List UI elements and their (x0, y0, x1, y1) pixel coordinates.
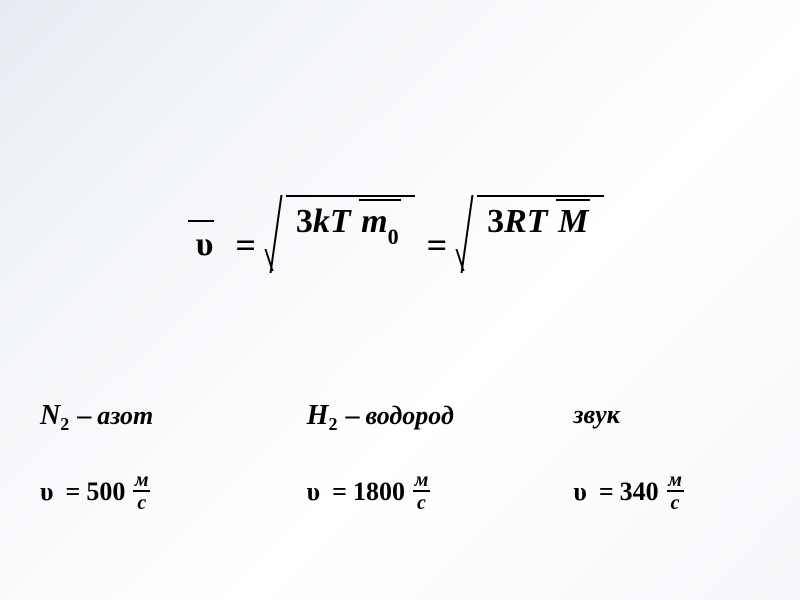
nitrogen-subscript: 2 (60, 414, 69, 435)
case-nitrogen: N 2 – азот υ = 500 м с (0, 400, 267, 513)
case-hydrogen: H 2 – водород υ = 1800 м с (267, 400, 534, 513)
unit-num: м (668, 470, 682, 490)
hydrogen-word: водород (365, 401, 453, 431)
hydrogen-value-row: υ = 1800 м с (307, 470, 534, 513)
nitrogen-word: азот (97, 401, 153, 431)
hydrogen-dash: – (345, 400, 359, 432)
equals-1: = (235, 224, 256, 266)
nitrogen-eq: = (66, 477, 81, 507)
nitrogen-symbol: N (40, 400, 60, 432)
numerator-2: 3RT (487, 203, 556, 240)
equals-2: = (427, 224, 448, 266)
examples-row: N 2 – азот υ = 500 м с H 2 – водород (0, 400, 800, 513)
hydrogen-symbol: H (307, 400, 329, 432)
sound-value: 340 (620, 477, 659, 507)
fraction-2: 3RT M (487, 203, 590, 252)
unit-den: с (667, 490, 684, 513)
nitrogen-unit: м с (133, 470, 150, 513)
denominator-2: M (556, 199, 590, 240)
nu-bar: υ (196, 226, 214, 264)
hydrogen-eq: = (332, 477, 347, 507)
numerator-1: 3kT (296, 203, 359, 240)
RT: RT (504, 203, 547, 240)
case-sound: звук υ = 340 м с (533, 400, 800, 513)
radical-sign-2 (459, 195, 477, 295)
overline (188, 220, 214, 222)
nu-glyph: υ (196, 226, 214, 263)
sound-word: звук (573, 400, 619, 430)
radicand-1: 3kT m0 (286, 195, 415, 285)
sound-value-row: υ = 340 м с (573, 470, 800, 513)
hydrogen-unit: м с (413, 470, 430, 513)
kT: kT (313, 203, 351, 240)
unit-num: м (135, 470, 149, 490)
sound-label: звук (573, 400, 800, 440)
nitrogen-nu: υ (40, 477, 54, 507)
radical-sign-1 (268, 195, 286, 295)
slide: υ = 3kT m0 = (0, 0, 800, 600)
sqrt-2: 3RT M (459, 195, 604, 295)
const-3-2: 3 (487, 203, 504, 240)
hydrogen-value: 1800 (353, 477, 405, 507)
sound-unit: м с (667, 470, 684, 513)
rms-speed-formula: υ = 3kT m0 = (0, 195, 800, 295)
nitrogen-value-row: υ = 500 м с (40, 470, 267, 513)
const-3-1: 3 (296, 203, 313, 240)
sqrt-1: 3kT m0 (268, 195, 415, 295)
hydrogen-label: H 2 – водород (307, 400, 534, 440)
mass-symbol: m (361, 203, 387, 240)
unit-den: с (133, 490, 150, 513)
sound-nu: υ (573, 477, 587, 507)
nitrogen-dash: – (77, 400, 91, 432)
radicand-2: 3RT M (477, 195, 604, 285)
sound-eq: = (599, 477, 614, 507)
mass-subscript: 0 (388, 224, 399, 249)
fraction-1: 3kT m0 (296, 203, 401, 252)
nitrogen-value: 500 (86, 477, 125, 507)
unit-num: м (415, 470, 429, 490)
hydrogen-nu: υ (307, 477, 321, 507)
molar-mass-symbol: M (558, 203, 588, 240)
nitrogen-label: N 2 – азот (40, 400, 267, 440)
formula-row: υ = 3kT m0 = (196, 195, 605, 295)
hydrogen-subscript: 2 (328, 414, 337, 435)
denominator-1: m0 (359, 199, 400, 240)
unit-den: с (413, 490, 430, 513)
